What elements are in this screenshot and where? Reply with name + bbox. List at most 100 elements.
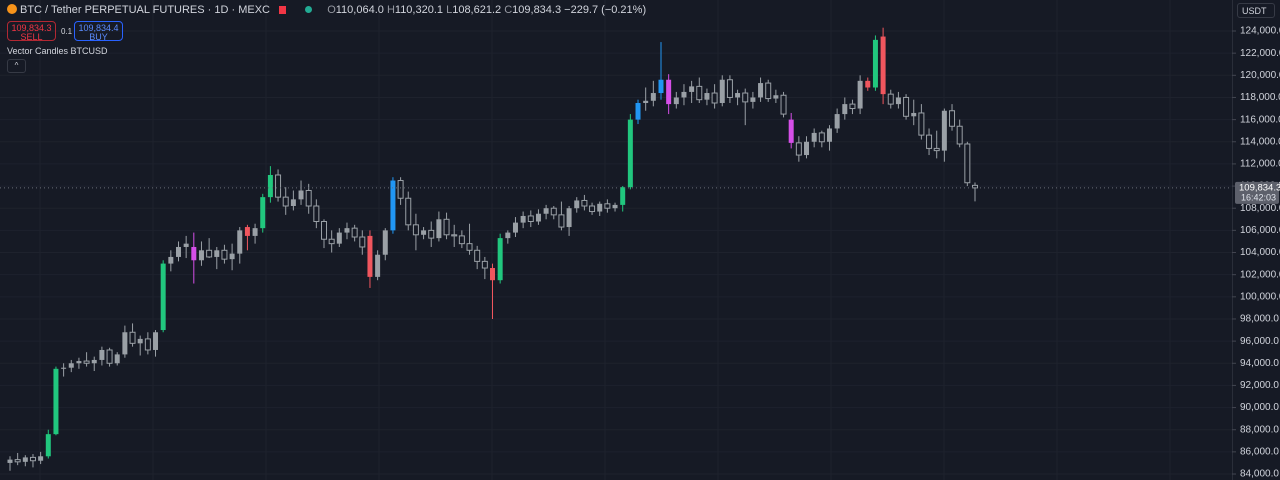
symbol-title: BTC / Tether PERPETUAL FUTURES · 1D · ME… <box>20 4 270 16</box>
candle-body <box>857 80 863 109</box>
y-tick-label: 104,000.0 <box>1240 247 1280 258</box>
candle-body <box>38 456 44 461</box>
y-tick-label: 90,000.0 <box>1240 402 1279 413</box>
candle-body <box>773 95 779 99</box>
sell-label: SELL <box>20 32 43 42</box>
y-tick-label: 106,000.0 <box>1240 225 1280 236</box>
candle-body <box>543 208 549 214</box>
indicator-title: Vector Candles BTCUSD <box>7 46 108 56</box>
candle-body <box>443 218 450 236</box>
candle-body <box>229 253 235 260</box>
y-tick-label: 92,000.0 <box>1240 380 1279 391</box>
candle-body <box>620 187 626 205</box>
candle-body <box>183 243 189 247</box>
symbol-icon <box>7 4 17 14</box>
candle-body <box>643 100 649 103</box>
y-tick-label: 98,000.0 <box>1240 314 1279 325</box>
candle-body <box>29 456 36 462</box>
candle-body <box>589 205 596 213</box>
sell-button[interactable]: 109,834.3 SELL <box>7 21 56 42</box>
y-tick-label: 96,000.0 <box>1240 336 1279 347</box>
candle-body <box>689 86 695 92</box>
candle-body <box>91 359 97 364</box>
candle-body <box>818 132 825 143</box>
candle-body <box>336 232 342 244</box>
ohlc-value: 110,320.1 <box>394 4 444 16</box>
candle-body <box>505 232 511 239</box>
ohlc-label: O <box>327 4 336 16</box>
candle-body <box>903 96 910 117</box>
candle-body <box>711 92 718 104</box>
candle-body <box>834 114 840 129</box>
candle-body <box>558 214 565 228</box>
candle-body <box>344 228 350 233</box>
candle-body <box>206 249 213 258</box>
candle-body <box>83 360 90 364</box>
candle-body <box>458 235 465 245</box>
candle-body <box>520 215 526 223</box>
candle-body <box>949 110 956 127</box>
candle-body <box>175 246 181 257</box>
symbol-info: BTC / Tether PERPETUAL FUTURES · 1D · ME… <box>7 4 646 16</box>
candle-body <box>367 235 373 277</box>
candle-body <box>795 142 802 156</box>
candle-body <box>7 459 13 463</box>
ohlc-label: H <box>386 4 395 16</box>
countdown-label: 16:42:03 <box>1241 192 1276 202</box>
candle-body <box>191 246 197 261</box>
candle-body <box>895 97 901 105</box>
candle-body <box>321 221 328 240</box>
candle-body <box>673 97 679 105</box>
candle-body <box>527 215 534 223</box>
candle-body <box>804 141 810 156</box>
candle-body <box>704 93 710 100</box>
candle-body <box>550 207 557 216</box>
candle-body <box>650 93 656 101</box>
candle-body <box>956 125 963 145</box>
y-tick-label: 100,000.0 <box>1240 291 1280 302</box>
candle-body <box>627 119 633 188</box>
candle-body <box>198 250 204 261</box>
candle-body <box>581 199 588 207</box>
candle-body <box>382 230 388 255</box>
y-tick-label: 88,000.0 <box>1240 424 1279 435</box>
candle-body <box>275 174 282 198</box>
candle-body <box>14 459 21 463</box>
candle-body <box>114 354 120 364</box>
candle-body <box>765 82 772 100</box>
currency-select[interactable]: USDT <box>1237 3 1275 18</box>
collapse-button[interactable]: ^ <box>7 59 26 73</box>
candle-body <box>76 361 82 364</box>
y-tick-label: 84,000.0 <box>1240 469 1279 480</box>
candle-body <box>964 143 971 184</box>
market-status <box>305 6 313 13</box>
last-price-box <box>1235 181 1279 204</box>
candle-body <box>666 79 672 105</box>
candle-body <box>726 79 733 98</box>
candle-body <box>941 110 947 151</box>
candle-body <box>397 180 404 199</box>
candle-body <box>681 91 687 98</box>
candle-body <box>696 85 703 101</box>
candle-body <box>68 363 74 368</box>
candle-body <box>22 457 28 462</box>
candle-body <box>405 197 412 226</box>
candle-body <box>918 112 925 136</box>
ohlc-label: C <box>504 4 513 16</box>
candle-body <box>137 338 143 344</box>
candle-body <box>926 134 933 149</box>
currency-label: USDT <box>1242 6 1267 16</box>
candle-body <box>719 79 725 103</box>
candle-body <box>735 93 741 98</box>
candle-body <box>535 213 541 222</box>
candle-body <box>481 260 488 269</box>
y-tick-label: 124,000.0 <box>1240 26 1280 37</box>
ohlc-label: L <box>446 4 453 16</box>
candle-body <box>428 229 435 239</box>
buy-button[interactable]: 109,834.4 BUY <box>74 21 123 42</box>
candle-body <box>168 256 174 264</box>
flag-icon <box>279 6 287 14</box>
candle-body <box>214 250 220 257</box>
candle-body <box>260 197 266 229</box>
